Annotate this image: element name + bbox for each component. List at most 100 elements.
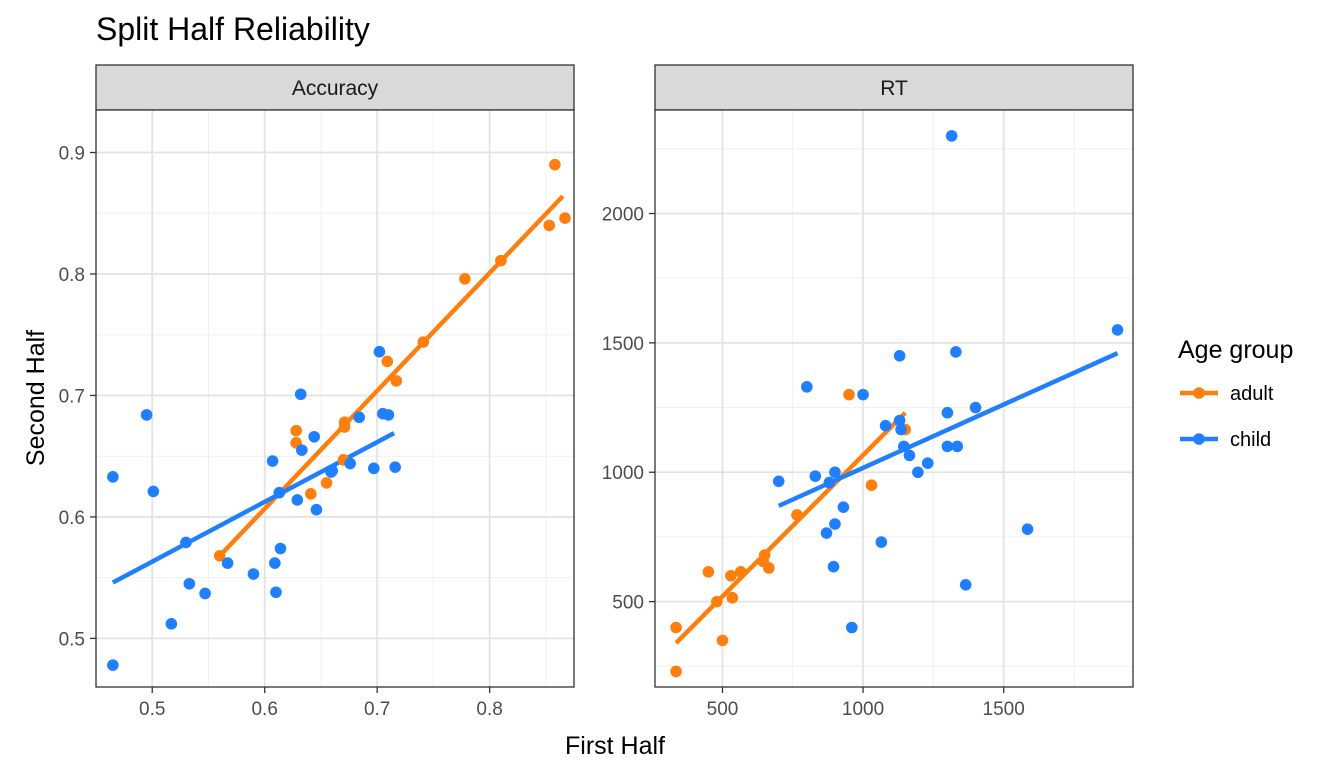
point-child — [827, 560, 840, 573]
point-child — [382, 409, 395, 421]
legend-key-point — [1193, 433, 1205, 445]
legend-title: Age group — [1178, 336, 1293, 364]
y-tick-label: 0.9 — [59, 144, 85, 165]
legend-label-adult: adult — [1230, 383, 1274, 405]
point-child — [823, 476, 836, 489]
point-child — [368, 462, 380, 475]
point-adult — [763, 562, 775, 574]
point-child — [180, 536, 192, 549]
point-child — [921, 457, 934, 469]
point-adult — [726, 591, 739, 604]
point-adult — [670, 665, 682, 678]
panel-background-accuracy — [96, 110, 574, 687]
y-tick-label: 1500 — [602, 334, 644, 355]
point-child — [945, 130, 958, 142]
point-child — [895, 423, 907, 436]
point-child — [266, 455, 279, 467]
x-tick-label: 1000 — [842, 699, 884, 720]
point-child — [183, 577, 196, 590]
panel-accuracy: Accuracy 0.5 0.6 0.7 0.8 0.5 0.6 0.7 0.8 0.9 — [59, 64, 575, 720]
point-adult — [213, 550, 226, 562]
point-adult — [843, 388, 855, 401]
point-adult — [865, 479, 878, 491]
point-child — [950, 346, 962, 358]
point-child — [310, 503, 323, 516]
point-adult — [702, 566, 715, 578]
point-adult — [725, 569, 737, 582]
y-tick-label: 0.6 — [59, 508, 85, 529]
point-child — [969, 401, 982, 414]
point-child — [941, 440, 954, 453]
point-child — [829, 518, 841, 530]
point-adult — [549, 158, 561, 171]
point-child — [373, 345, 386, 358]
y-tick-label: 500 — [612, 593, 644, 614]
point-child — [1021, 523, 1034, 535]
point-child — [941, 406, 954, 419]
point-child — [165, 618, 178, 630]
point-adult — [459, 273, 471, 285]
point-adult — [734, 566, 747, 578]
point-child — [837, 501, 850, 513]
point-child — [221, 557, 234, 569]
point-child — [951, 440, 964, 453]
chart-title: Split Half Reliability — [96, 11, 370, 47]
x-tick-label: 0.5 — [139, 699, 165, 720]
point-child — [344, 457, 356, 470]
point-child — [270, 586, 282, 599]
x-axis-title: First Half — [565, 732, 665, 760]
point-adult — [320, 477, 333, 489]
point-adult — [290, 424, 302, 437]
strip-label-rt: RT — [880, 77, 908, 100]
point-child — [273, 486, 286, 499]
panel-border-rt — [654, 109, 1134, 688]
legend-item-child: child — [1180, 429, 1271, 451]
point-child — [879, 419, 892, 432]
point-child — [326, 464, 338, 477]
point-child — [772, 475, 785, 488]
panel-border-accuracy — [95, 109, 575, 688]
point-child — [140, 409, 153, 421]
strip-accuracy — [95, 64, 575, 111]
point-child — [829, 466, 841, 479]
y-tick-label: 0.5 — [59, 629, 85, 650]
point-adult — [791, 509, 803, 521]
point-child — [809, 470, 822, 482]
point-child — [291, 494, 304, 506]
point-child — [893, 350, 906, 362]
y-tick-label: 0.8 — [59, 265, 85, 286]
point-adult — [495, 254, 507, 267]
point-child — [199, 587, 211, 600]
point-adult — [559, 212, 571, 224]
point-adult — [758, 549, 771, 561]
y-tick-label: 0.7 — [59, 386, 85, 407]
point-child — [875, 536, 888, 548]
y-tick-label: 2000 — [602, 204, 644, 225]
point-child — [857, 388, 869, 401]
point-child — [959, 578, 972, 591]
point-child — [846, 621, 858, 634]
x-tick-label: 500 — [707, 699, 739, 720]
point-child — [308, 430, 320, 443]
point-child — [903, 449, 916, 462]
point-child — [912, 466, 924, 479]
point-adult — [417, 336, 430, 348]
x-tick-label: 0.8 — [476, 699, 502, 720]
x-tick-label: 0.7 — [364, 699, 390, 720]
trend-line-child — [777, 351, 1119, 508]
point-adult — [716, 634, 729, 647]
point-child — [898, 440, 910, 453]
x-tick-label: 1500 — [983, 699, 1025, 720]
strip-rt — [654, 64, 1134, 111]
point-child — [353, 411, 365, 424]
point-child — [820, 527, 833, 539]
point-child — [893, 414, 906, 427]
legend-label-child: child — [1230, 429, 1271, 451]
point-child — [389, 461, 401, 473]
point-child — [1111, 324, 1124, 336]
panels: Accuracy 0.5 0.6 0.7 0.8 0.5 0.6 0.7 0.8 0.9 RT 500… — [59, 64, 1134, 720]
point-child — [247, 568, 260, 580]
point-child — [107, 471, 119, 483]
point-child — [294, 388, 307, 401]
